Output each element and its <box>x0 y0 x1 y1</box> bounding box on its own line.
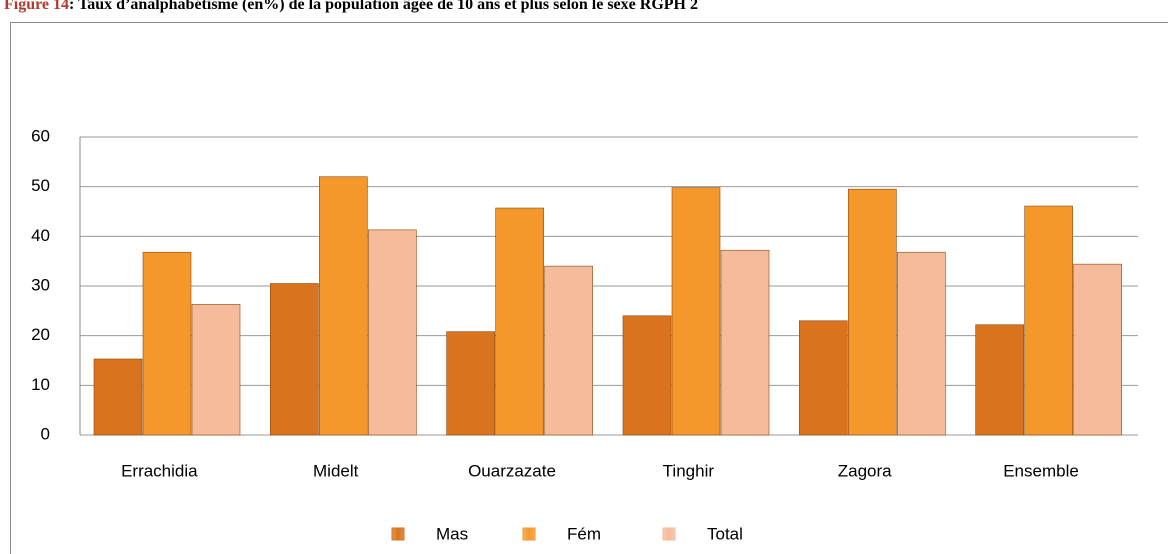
bar-shade <box>622 315 672 436</box>
chart-frame <box>10 22 1168 554</box>
bar-shade <box>319 176 368 436</box>
bar-shade <box>897 251 946 436</box>
x-tick-label: Midelt <box>313 461 359 480</box>
bar-shade <box>975 324 1024 436</box>
legend-label: Fém <box>567 524 601 543</box>
legend-label: Mas <box>436 524 468 543</box>
y-tick-label: 10 <box>31 375 50 394</box>
x-tick-label: Ensemble <box>1003 461 1079 480</box>
bar-shade <box>446 331 495 436</box>
title-text: : Taux d’analphabétisme (en%) de la popu… <box>69 0 698 13</box>
y-tick-label: 40 <box>31 226 50 245</box>
bar-shade <box>93 358 143 436</box>
y-tick-label: 0 <box>41 424 50 443</box>
legend-label: Total <box>707 524 743 543</box>
bar-shade <box>799 320 848 436</box>
bar-shade <box>270 283 319 436</box>
legend-swatch <box>391 527 405 541</box>
bar-shade <box>142 251 192 436</box>
y-tick-label: 20 <box>31 325 50 344</box>
bar-shade <box>848 188 897 436</box>
chart-title: Figure 14: Taux d’analphabétisme (en%) d… <box>4 0 698 13</box>
bar-shade <box>1073 263 1122 436</box>
x-tick-label: Errachidia <box>121 461 198 480</box>
bar-shade <box>191 304 241 436</box>
bar-shade <box>671 187 721 436</box>
legend-swatch <box>662 527 676 541</box>
bar-shade <box>1024 205 1073 436</box>
x-tick-label: Zagora <box>838 461 892 480</box>
figure-label: Figure 14 <box>4 0 69 13</box>
y-tick-label: 50 <box>31 176 50 195</box>
legend-swatch <box>522 527 536 541</box>
bar-shade <box>368 229 417 436</box>
bar-shade <box>720 249 770 436</box>
x-tick-label: Ouarzazate <box>468 461 556 480</box>
y-tick-label: 30 <box>31 275 50 294</box>
x-tick-label: Tinghir <box>663 461 715 480</box>
y-tick-label: 60 <box>31 126 50 145</box>
bar-shade <box>544 265 593 436</box>
bar-shade <box>495 207 544 436</box>
